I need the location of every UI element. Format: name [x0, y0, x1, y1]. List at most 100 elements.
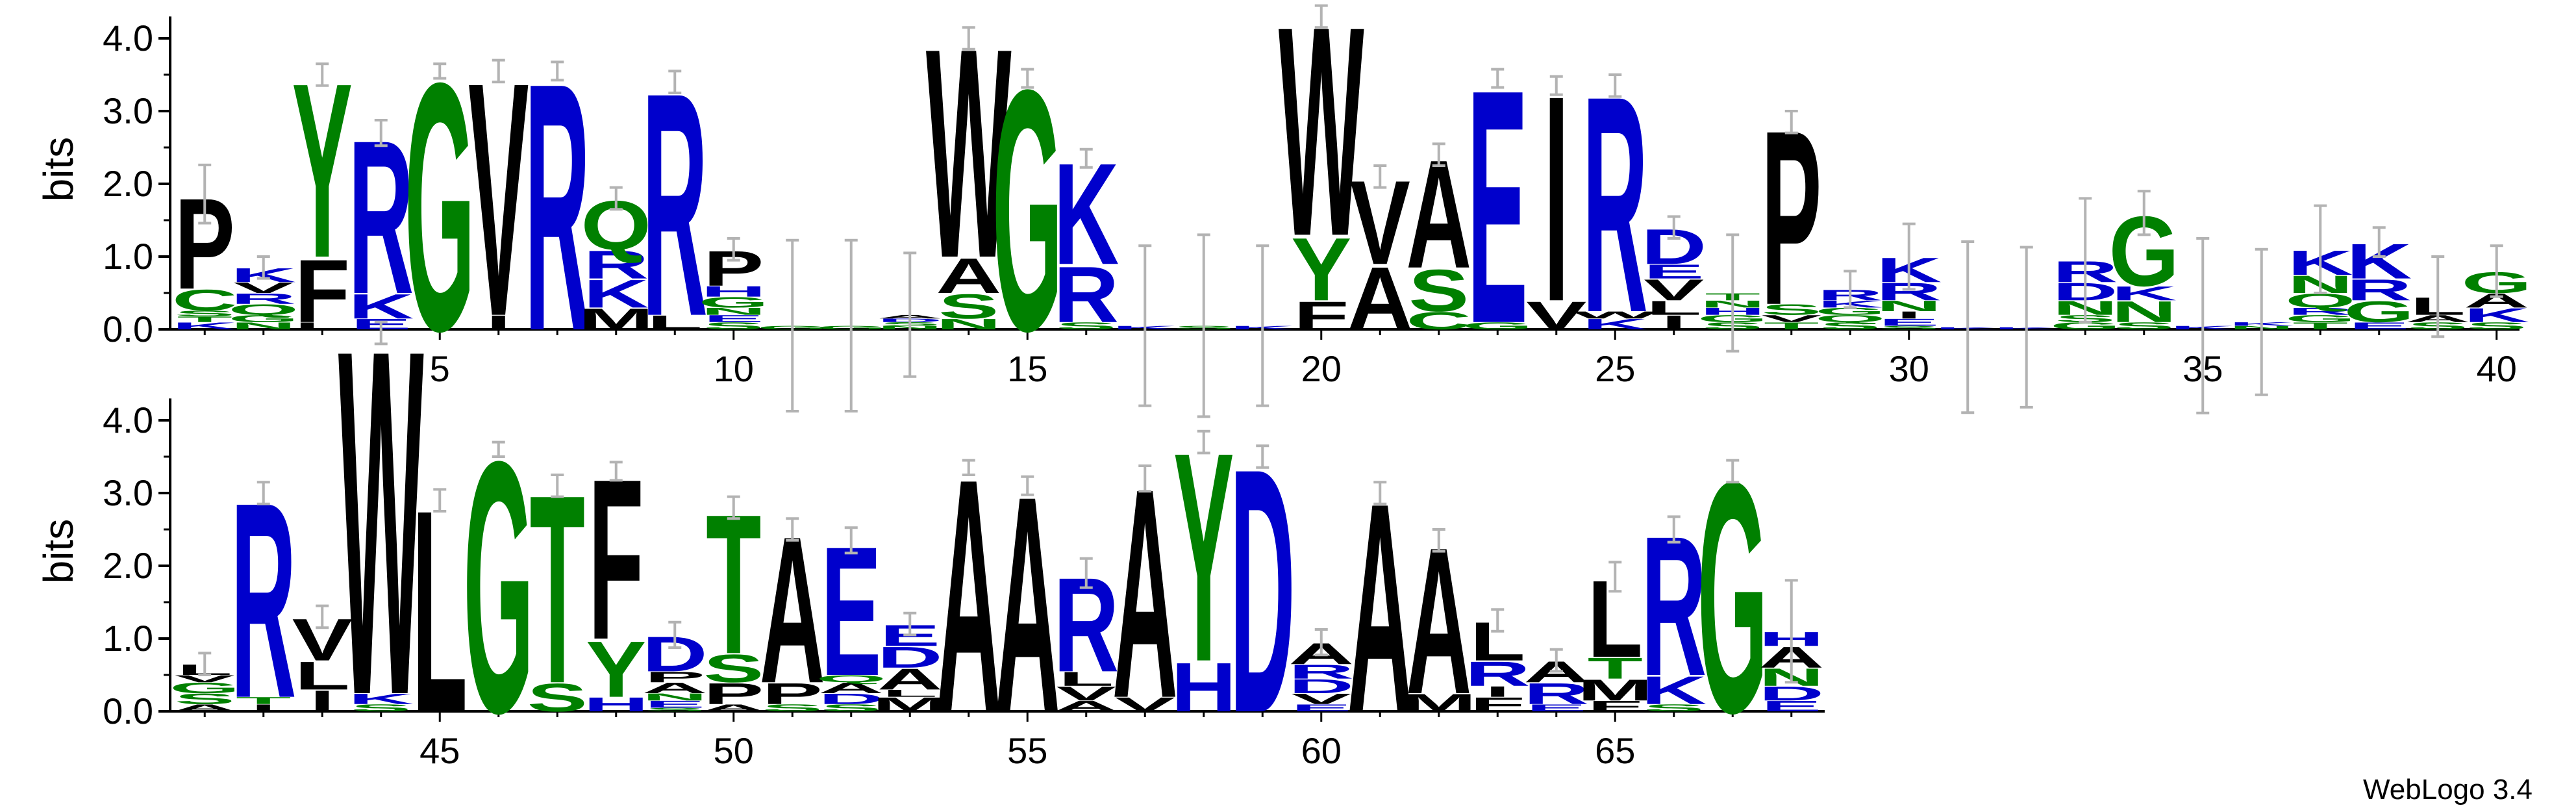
residue-A-pos-53: A — [877, 663, 943, 696]
residue-P-pos-51: P — [762, 678, 823, 711]
error-bar-pos-51 — [786, 517, 799, 542]
position-59-stack: D — [1230, 396, 1295, 786]
residue-N-pos-49: N — [642, 691, 708, 702]
residue-L-pos-3: L — [295, 320, 350, 331]
residue-A-pos-52: A — [818, 679, 884, 696]
error-bar-pos-55 — [1021, 475, 1034, 496]
residue-K-pos-4: K — [348, 287, 414, 326]
row1-y-tick-label: 4.0 — [103, 18, 153, 58]
residue-H-pos-10: H — [701, 283, 766, 300]
position-51-stack: SPA — [760, 492, 825, 727]
residue-G-pos-23: G — [1462, 320, 1533, 331]
residue-S-pos-44: S — [351, 702, 411, 713]
residue-R-pos-38: R — [2346, 273, 2412, 307]
position-58-stack: HY — [1171, 390, 1236, 726]
residue-A-pos-49: A — [642, 679, 708, 696]
residue-G-pos-41: G — [169, 679, 240, 696]
residue-N-pos-34: N — [2111, 296, 2177, 329]
position-55-stack: A — [995, 433, 1060, 778]
error-bar-pos-5 — [433, 62, 447, 80]
error-bar-pos-14 — [962, 26, 975, 51]
error-bar-pos-58 — [1197, 429, 1210, 455]
row1-y-tick-label: 0.0 — [103, 309, 153, 349]
error-bar-pos-15 — [1021, 68, 1034, 89]
residue-V-pos-57: V — [1115, 694, 1175, 716]
position-47-stack: ST — [527, 439, 588, 739]
error-bar-pos-45 — [433, 488, 447, 513]
residue-S-pos-47: S — [527, 675, 588, 720]
error-bar-pos-53 — [903, 611, 917, 637]
error-bar-pos-50 — [727, 495, 740, 520]
residue-G-pos-10: G — [698, 294, 769, 311]
error-bar-pos-11 — [786, 238, 799, 412]
residue-K-pos-34: K — [2111, 283, 2177, 305]
residue-M-pos-62: M — [1401, 689, 1477, 717]
error-bar-pos-60 — [1314, 628, 1328, 657]
residue-E-pos-49: E — [645, 699, 705, 710]
row2-x-tick-label: 65 — [1595, 730, 1635, 771]
residue-L-pos-53: L — [882, 688, 938, 699]
row1-y-tick-label: 1.0 — [103, 236, 153, 277]
error-bar-pos-16 — [1079, 147, 1093, 169]
error-bar-pos-26 — [1667, 215, 1681, 240]
residue-L-pos-9: L — [647, 312, 703, 334]
position-57-stack: VA — [1112, 427, 1178, 761]
error-bar-pos-24 — [1549, 75, 1563, 96]
error-bar-pos-54 — [962, 459, 975, 476]
position-27-stack: SGHNT — [1697, 233, 1768, 353]
row2-x-tick-label: 50 — [714, 730, 754, 771]
position-45-stack: L — [412, 450, 468, 773]
row1-x-tick-label: 10 — [714, 348, 754, 389]
position-11-stack: G — [757, 238, 828, 412]
position-16-stack: SRK — [1053, 134, 1119, 339]
position-66-stack: SKR — [1641, 494, 1707, 718]
residue-S-pos-1: S — [175, 309, 235, 318]
weblogo-credit: WebLogo 3.4 — [2363, 774, 2532, 806]
row2-y-tick-label: 0.0 — [103, 691, 153, 731]
residue-I-pos-26: I — [1661, 312, 1686, 334]
residue-I-pos-43: I — [310, 685, 335, 718]
position-62-stack: MA — [1401, 503, 1477, 738]
error-bar-pos-7 — [551, 60, 564, 82]
error-bar-pos-25 — [1608, 73, 1622, 98]
residue-A-pos-14: A — [936, 247, 1001, 303]
residue-N-pos-10: N — [701, 306, 766, 317]
logo-row-2: 0.01.02.03.04.0bits4550556065ASGVLITRILV… — [35, 247, 1825, 798]
error-bar-pos-46 — [492, 440, 505, 458]
residue-E-pos-30: E — [1879, 317, 1939, 328]
position-22-stack: CSA — [1406, 129, 1471, 335]
error-bar-pos-52 — [844, 526, 858, 555]
error-bar-pos-33 — [2079, 197, 2092, 324]
residue-N-pos-2: N — [231, 320, 296, 331]
residue-Q-pos-29: Q — [1815, 313, 1886, 324]
residue-C-pos-1: C — [172, 284, 238, 317]
residue-D-pos-68: D — [1758, 683, 1824, 705]
residue-S-pos-28: S — [1761, 301, 1821, 318]
residue-L-pos-26: L — [1646, 297, 1701, 319]
residue-H-pos-58: H — [1171, 648, 1236, 726]
residue-A-pos-56: A — [1053, 698, 1119, 715]
position-54-stack: A — [936, 409, 1001, 783]
position-3-stack: LFY — [292, 32, 353, 341]
error-bar-pos-27 — [1726, 233, 1740, 353]
row1-y-tick-label: 3.0 — [103, 90, 153, 131]
residue-I-pos-6: I — [486, 312, 511, 334]
error-bar-pos-40 — [2490, 244, 2503, 298]
position-39-stack: SAL — [2405, 255, 2471, 338]
error-bar-pos-49 — [668, 620, 682, 649]
residue-K-pos-25: K — [1582, 316, 1648, 333]
residue-G-pos-29: G — [1815, 306, 1886, 317]
residue-N-pos-30: N — [1876, 298, 1942, 314]
row1-x-tick-label: 5 — [430, 348, 450, 389]
error-bar-pos-19 — [1256, 244, 1269, 407]
error-bar-pos-29 — [1844, 270, 1857, 309]
residue-S-pos-10: S — [703, 320, 764, 331]
residue-V-pos-56: V — [1056, 683, 1116, 705]
